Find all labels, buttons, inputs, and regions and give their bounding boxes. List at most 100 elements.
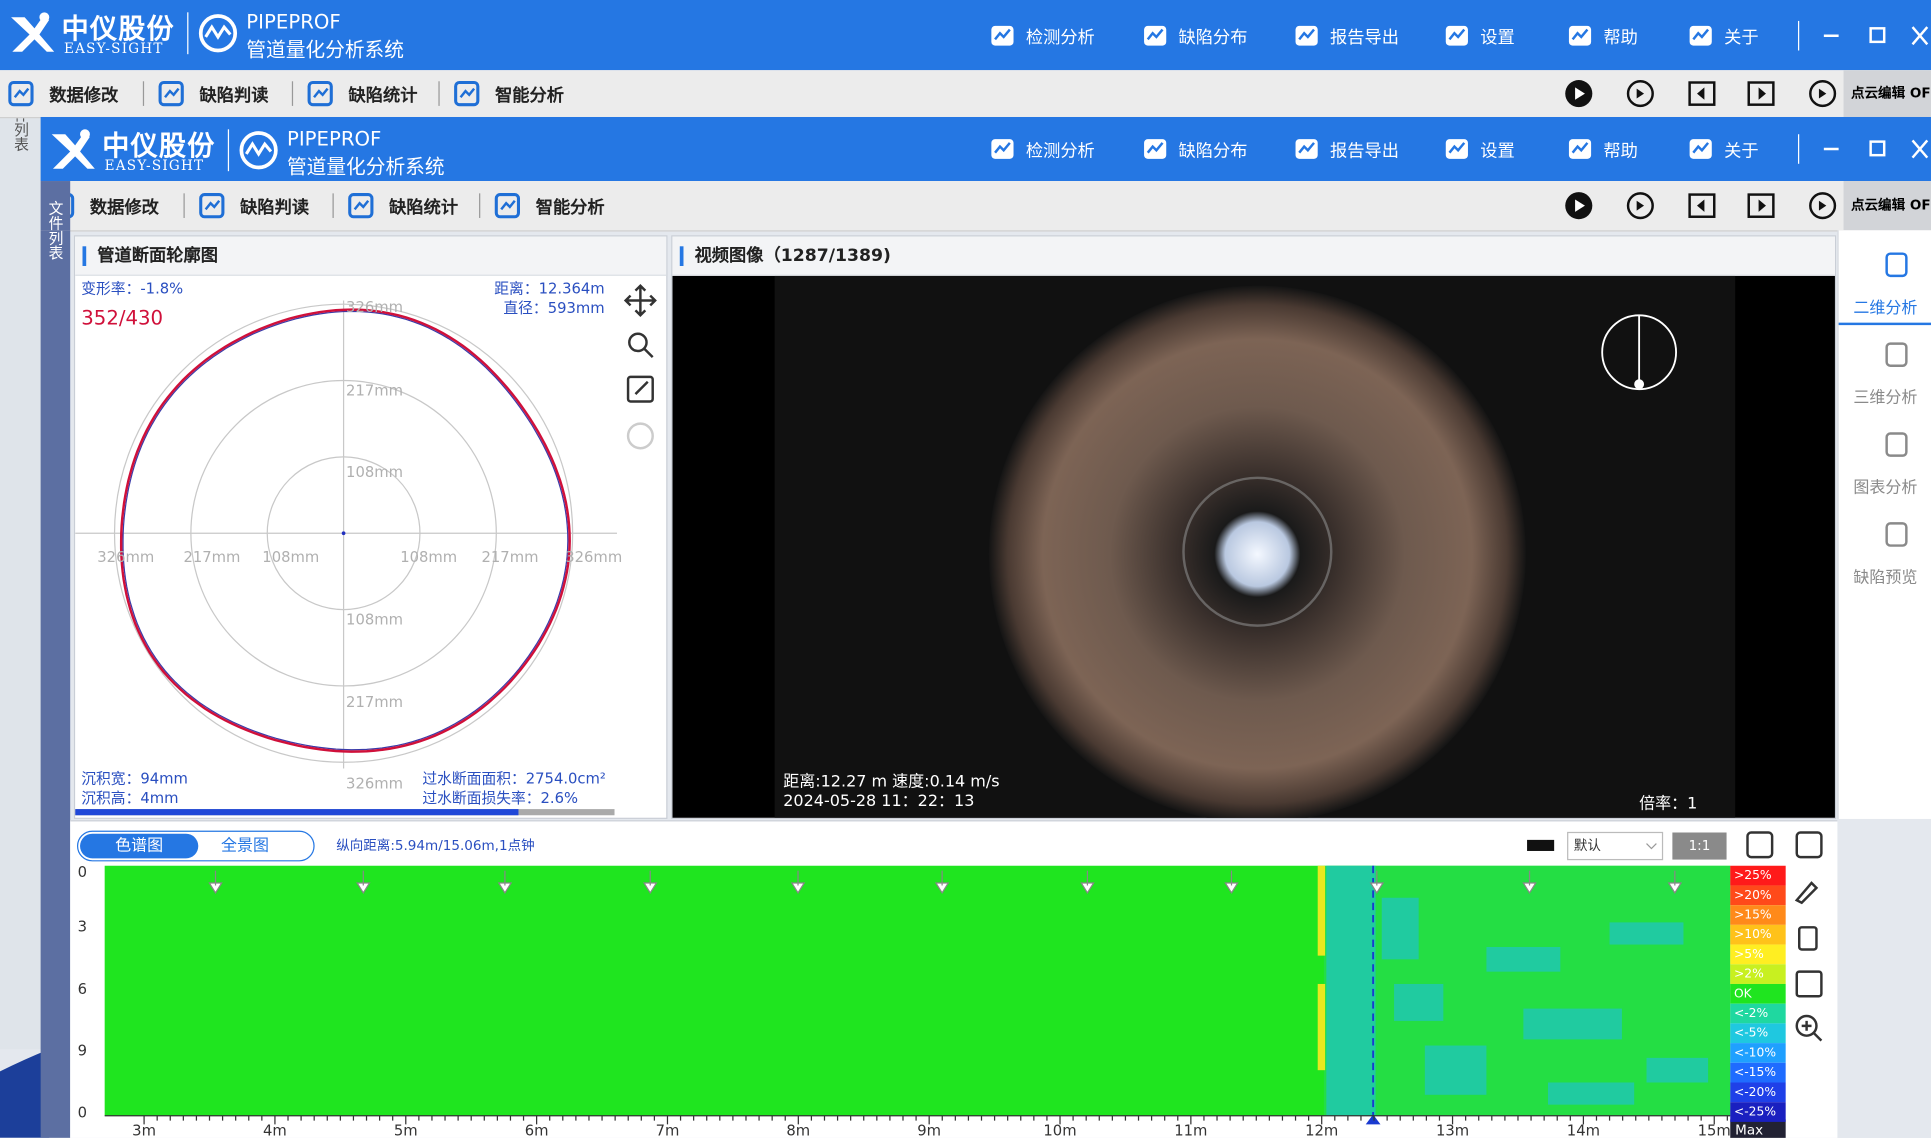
tab[interactable]: 色谱图 — [115, 836, 163, 855]
nav-item[interactable]: 缺陷分布 — [1178, 27, 1248, 48]
x-label: 13m — [1436, 1123, 1469, 1138]
divider — [187, 12, 189, 55]
icon-detail — [1697, 87, 1705, 100]
legend-swatch — [1730, 1062, 1786, 1083]
nav-icon — [1568, 139, 1592, 159]
nav-item[interactable]: 帮助 — [1603, 141, 1638, 162]
nav-item[interactable]: 帮助 — [1603, 27, 1638, 48]
polar-plot: 326mm 217mm 108mm 108mm 217mm 326mm 217mm 108mm… — [75, 280, 657, 816]
icon-shape — [494, 193, 521, 219]
window-controls — [1823, 25, 1929, 45]
nav-icon — [1689, 139, 1712, 159]
video-overlay: 距离:12.27 m 速度:0.14 m/s — [783, 772, 999, 791]
delete-tool[interactable] — [1797, 926, 1818, 951]
icon-shape — [307, 80, 333, 107]
zoom-tool[interactable] — [628, 332, 648, 353]
strip-icon[interactable] — [1746, 831, 1774, 859]
side-tab[interactable]: 三维分析 — [1853, 389, 1918, 408]
nav-item[interactable]: 关于 — [1724, 27, 1759, 48]
toolbar-item[interactable]: 数据修改 — [49, 86, 119, 106]
icon-detail — [1692, 28, 1710, 40]
ring-label: 326mm — [346, 299, 403, 316]
x-label: 11m — [1174, 1123, 1207, 1138]
nav-item[interactable]: 报告导出 — [1330, 141, 1399, 162]
icon-shape — [454, 80, 480, 107]
toolbar-icon — [307, 80, 333, 107]
nav-item[interactable]: 报告导出 — [1330, 27, 1399, 48]
zoom-tool[interactable] — [1795, 1014, 1818, 1037]
tab[interactable]: 全景图 — [221, 836, 269, 855]
select-value[interactable]: 默认 — [1574, 838, 1602, 854]
nav-item[interactable]: 检测分析 — [1025, 141, 1095, 162]
toolbar-right-label[interactable]: 点云编辑 OF — [1843, 70, 1931, 117]
icon-shape — [199, 193, 225, 219]
toolbar-item[interactable]: 智能分析 — [495, 86, 565, 106]
ring-label: 217mm — [346, 694, 403, 711]
side-tab[interactable]: 缺陷预览 — [1853, 568, 1918, 588]
nav-icon — [1445, 139, 1468, 159]
icon-detail — [313, 87, 329, 99]
toolbar-item[interactable]: 缺陷判读 — [199, 86, 269, 106]
position-marker — [1522, 870, 1537, 894]
logo-mark — [11, 17, 55, 52]
restore[interactable] — [1869, 26, 1886, 43]
legend-swatch — [1730, 1023, 1786, 1044]
divider — [183, 193, 185, 218]
toolbar-right-label[interactable]: 点云编辑 OF — [1843, 181, 1931, 231]
nav-item[interactable]: 关于 — [1724, 141, 1759, 162]
side-tab[interactable]: 图表分析 — [1853, 479, 1918, 498]
ring-label: 108mm — [262, 549, 319, 566]
icon-detail — [1636, 88, 1645, 99]
toolbar-item[interactable]: 智能分析 — [535, 198, 605, 218]
strip-icon[interactable] — [1795, 831, 1823, 859]
product-cn: 管道量化分析系统 — [286, 155, 445, 179]
edit-tool[interactable] — [626, 375, 654, 403]
close[interactable] — [1911, 25, 1929, 45]
pen-tool[interactable] — [1794, 881, 1819, 905]
icon-detail — [1146, 142, 1164, 154]
file-list-label[interactable]: 文件列表 — [46, 200, 65, 260]
close[interactable] — [1911, 139, 1929, 159]
select-arrow — [1646, 843, 1657, 850]
profile-contour — [119, 308, 571, 753]
ratio-label[interactable]: 1:1 — [1689, 838, 1711, 854]
ring-label: 326mm — [97, 549, 154, 566]
nav-item[interactable]: 缺陷分布 — [1178, 141, 1248, 162]
toolbar-item[interactable]: 缺陷统计 — [389, 198, 459, 218]
colormap: 色谱图 全景图 纵向距离:5.94m/15.06m,1点钟 默认 1:1 0 3 6 9 0 3m 4… — [76, 830, 1823, 1138]
ring-label: 326mm — [565, 549, 622, 566]
select-box[interactable] — [1567, 831, 1664, 861]
icon-detail — [500, 199, 516, 211]
brand-en: EASY-SIGHT — [64, 40, 164, 57]
position-marker — [497, 870, 513, 894]
nav-item[interactable]: 设置 — [1480, 141, 1515, 162]
save-tool[interactable] — [1795, 970, 1823, 998]
product-cn: 管道量化分析系统 — [246, 38, 404, 62]
nav-item[interactable]: 设置 — [1480, 27, 1515, 48]
move-tool[interactable] — [623, 283, 657, 318]
nav-item[interactable]: 检测分析 — [1025, 27, 1095, 48]
side-tab[interactable]: 二维分析 — [1838, 294, 1931, 326]
section-panel: 管道断面轮廓图 326mm 217mm 108mm 108mm 217mm 326mm 217… — [73, 235, 668, 819]
brand-logo — [11, 12, 55, 52]
toolbar-item[interactable]: 数据修改 — [89, 198, 159, 218]
ring-label: 217mm — [482, 549, 539, 566]
heat-patch — [1609, 922, 1684, 945]
divider — [227, 129, 230, 172]
restore[interactable] — [1869, 140, 1886, 157]
ring-label: 217mm — [346, 383, 403, 400]
brand-logo — [51, 129, 95, 169]
side-tab-icon — [1885, 252, 1908, 278]
heat-stripe — [1317, 865, 1326, 956]
toolbar-item[interactable]: 缺陷统计 — [348, 86, 418, 106]
strip-tools — [1794, 881, 1823, 1042]
ratio-button[interactable] — [1672, 832, 1727, 860]
icon-shape — [348, 193, 374, 219]
media-button — [1626, 80, 1654, 108]
legend-label: <-10% — [1734, 1045, 1776, 1059]
media-button — [1809, 80, 1837, 108]
title-bar: 中仪股份 EASY-SIGHT PIPEPROF 管道量化分析系统 检测分析 缺陷分布 报告… — [40, 116, 1931, 182]
toolbar-item[interactable]: 缺陷判读 — [240, 198, 310, 218]
progress-fill — [75, 809, 519, 816]
